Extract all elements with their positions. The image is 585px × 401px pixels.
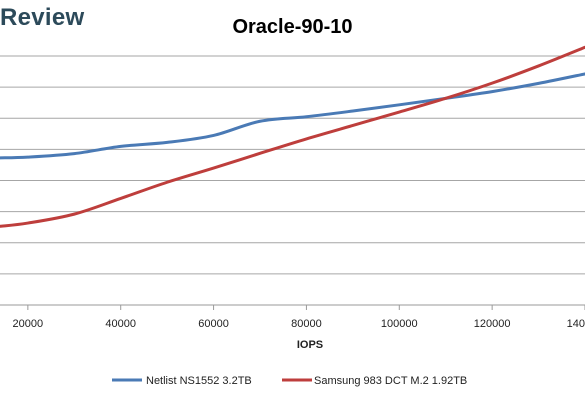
x-axis-label: IOPS: [297, 339, 323, 351]
x-tick-label: 80000: [291, 318, 322, 330]
x-tick-label: 60000: [198, 318, 229, 330]
legend-label: Samsung 983 DCT M.2 1.92TB: [314, 375, 467, 387]
legend-label: Netlist NS1552 3.2TB: [146, 375, 252, 387]
x-tick-label: 20000: [13, 318, 44, 330]
chart-title: Oracle-90-10: [232, 16, 353, 38]
series-line-netlist: [0, 72, 585, 160]
x-axis-ticks: 20000 40000 60000 80000 100000 120000 140000: [13, 305, 585, 330]
legend: Netlist NS1552 3.2TB Samsung 983 DCT M.2 …: [112, 375, 467, 387]
gridlines: [0, 55, 585, 306]
x-tick-label: 140000: [567, 318, 585, 330]
x-tick-label: 100000: [381, 318, 418, 330]
site-logo: Review: [0, 4, 85, 31]
series-lines: [0, 45, 585, 228]
series-line-samsung: [0, 45, 585, 228]
x-tick-label: 120000: [474, 318, 511, 330]
x-tick-label: 40000: [105, 318, 136, 330]
